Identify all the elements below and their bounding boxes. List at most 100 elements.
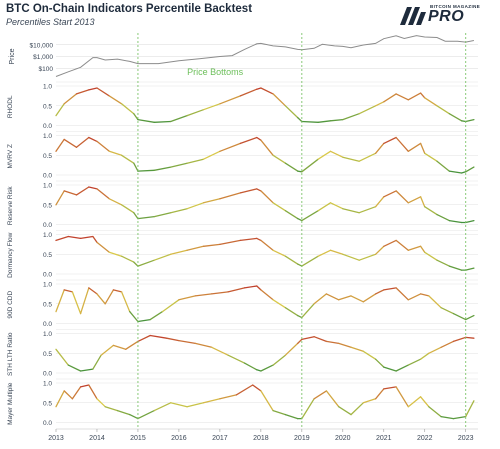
panel-series-segment	[428, 346, 442, 354]
panel-series-segment	[465, 267, 475, 271]
panel-sth-lth-ratio: STH LTH Ratio 1.0 0.5 0.0	[7, 329, 478, 378]
panel-rhodl: RHODL 1.0 0.5 0.0	[7, 81, 478, 130]
panel-series-segment	[452, 312, 467, 321]
panel-series-segment	[186, 109, 205, 117]
panel-series-segment	[186, 158, 205, 164]
panel-series-segment	[108, 251, 123, 257]
page-title: BTC On-Chain Indicators Percentile Backt…	[6, 3, 253, 15]
panel-series-segment	[407, 396, 422, 408]
panel-series-segment	[301, 398, 315, 420]
panel-series-segment	[424, 251, 438, 261]
panel-tick-label: 0.0	[43, 222, 52, 229]
panel-series-segment	[96, 140, 110, 152]
panel-series-segment	[79, 287, 90, 315]
panel-series-segment	[338, 406, 352, 416]
panel-series-segment	[407, 92, 422, 101]
panel-series-segment	[92, 354, 102, 370]
panel-series-segment	[448, 219, 463, 224]
panel-series-segment	[71, 386, 82, 400]
panel-series-segment	[120, 204, 135, 214]
panel-series-segment	[301, 158, 319, 173]
panel-series-segment	[63, 190, 78, 196]
x-tick-label: 2015	[130, 435, 146, 442]
panel-series-segment	[284, 255, 299, 265]
panel-series-segment	[260, 139, 274, 156]
x-tick-label: 2020	[335, 435, 351, 442]
panel-series-segment	[419, 92, 426, 99]
panel-series-segment	[358, 152, 377, 162]
panel-series-segment	[75, 89, 90, 95]
panel-axis-label: 90D CDD	[7, 291, 14, 319]
panel-series-segment	[440, 415, 455, 420]
panel-series-segment	[75, 136, 90, 148]
price-bottoms-annotation: Price Bottoms	[187, 67, 244, 77]
panel-series-segment	[104, 289, 115, 305]
panel-series-segment	[133, 162, 139, 172]
panel-series-segment	[342, 208, 360, 214]
panel-series-segment	[272, 354, 287, 366]
brand-mark-icon	[400, 7, 426, 25]
panel-series-segment	[79, 368, 94, 372]
panel-series-segment	[329, 202, 344, 210]
panel-series-segment	[301, 210, 319, 222]
panel-tick-label: 0.5	[43, 301, 52, 308]
panel-series-segment	[374, 289, 385, 295]
panel-series-segment	[63, 289, 74, 293]
panel-series-segment	[374, 358, 385, 368]
panel-series-segment	[63, 390, 74, 400]
panel-series-segment	[137, 318, 151, 323]
panel-series-segment	[55, 348, 69, 366]
panel-series-segment	[211, 291, 229, 295]
panel-series-segment	[161, 299, 180, 313]
panel-series-segment	[88, 186, 98, 190]
price-tick-label: $1,000	[33, 54, 53, 61]
panel-series-segment	[120, 154, 135, 164]
panel-dormancy-flow: Dormancy Flow 1.0 0.5 0.0	[7, 230, 478, 279]
panel-series-segment	[395, 136, 409, 152]
panel-series-segment	[170, 162, 188, 168]
panel-series-segment	[219, 142, 242, 152]
panel-series-segment	[153, 253, 172, 261]
panel-series-segment	[395, 93, 409, 101]
panel-series-segment	[137, 169, 155, 172]
panel-series-segment	[358, 206, 377, 214]
x-tick-label: 2022	[417, 435, 433, 442]
panel-series-segment	[407, 293, 422, 301]
panel-series-segment	[256, 285, 262, 291]
panel-series-segment	[256, 136, 262, 141]
panel-mayer-multiple: Mayer Multiple 1.0 0.5 0.0	[7, 378, 478, 427]
panel-tick-label: 0.5	[43, 351, 52, 358]
panel-series-segment	[362, 293, 377, 303]
panel-series-segment	[325, 390, 340, 408]
price-panel: Price $10,000 $1,000 $100	[9, 35, 478, 77]
panel-series-segment	[88, 384, 98, 400]
panel-series-segment	[104, 406, 119, 412]
panel-series-segment	[96, 188, 110, 200]
panel-axis-label: Dormancy Flow	[7, 232, 14, 277]
panel-series-segment	[260, 190, 274, 204]
panel-series-segment	[108, 150, 123, 156]
panel-series-segment	[448, 265, 463, 271]
panel-tick-label: 0.5	[43, 252, 52, 259]
panel-series-segment	[96, 241, 110, 253]
panel-tick-label: 0.0	[43, 420, 52, 427]
panel-series-segment	[448, 113, 463, 122]
panel-series-segment	[153, 402, 172, 412]
panel-series-segment	[350, 346, 364, 352]
panel-series-segment	[374, 388, 385, 400]
panel-series-segment	[67, 364, 82, 372]
panel-series-segment	[460, 171, 467, 174]
panel-series-segment	[133, 212, 139, 220]
panel-tick-label: 0.0	[43, 371, 52, 378]
panel-series-segment	[428, 406, 442, 418]
panel-series-segment	[374, 101, 385, 107]
panel-series-segment	[256, 87, 262, 90]
panel-series-segment	[436, 259, 450, 267]
panel-tick-label: 0.5	[43, 153, 52, 160]
panel-series-segment	[149, 310, 164, 321]
panel-series-segment	[460, 120, 467, 123]
x-tick-label: 2014	[89, 435, 105, 442]
panel-series-segment	[112, 344, 127, 350]
panel-series-segment	[120, 291, 131, 313]
panel-axis-label: MVRV Z	[7, 144, 14, 168]
